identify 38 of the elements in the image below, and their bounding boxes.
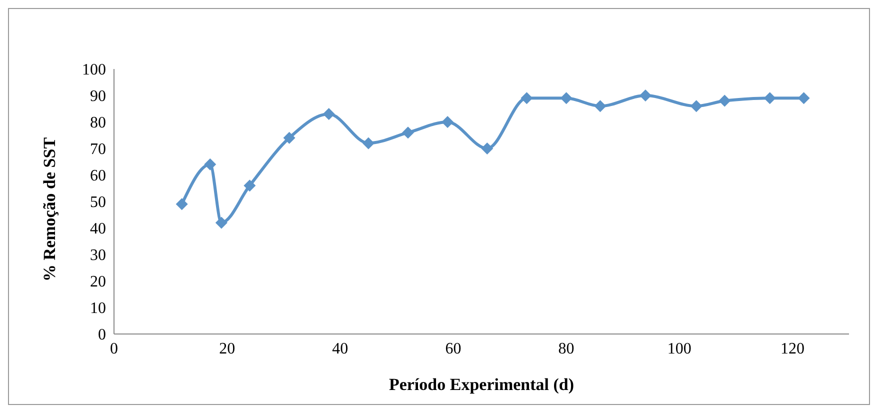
point <box>442 116 454 128</box>
point <box>283 132 296 144</box>
point <box>718 94 731 107</box>
y-tick-label: 0 <box>98 326 106 344</box>
point <box>244 180 256 192</box>
x-tick-label: 80 <box>558 340 574 358</box>
x-tick-label: 60 <box>445 340 462 358</box>
point <box>402 126 414 139</box>
point <box>322 108 335 120</box>
x-tick-label: 40 <box>332 340 348 358</box>
point <box>215 216 228 229</box>
y-tick-label: 50 <box>90 194 106 212</box>
x-tick-label: 20 <box>219 340 236 358</box>
point <box>204 158 216 170</box>
x-tick-label: 100 <box>667 340 692 358</box>
point <box>520 92 533 104</box>
point <box>362 137 374 150</box>
point <box>764 92 776 104</box>
point <box>560 92 572 104</box>
y-tick-label: 20 <box>90 274 106 291</box>
point <box>176 198 188 210</box>
y-tick-label: 30 <box>90 247 106 264</box>
x-axis-title: Período Experimental (d) <box>388 375 574 394</box>
point <box>481 142 494 154</box>
y-tick-label: 90 <box>90 88 106 106</box>
x-tick-label: 120 <box>780 340 804 358</box>
point <box>798 92 810 104</box>
x-tick-label: 0 <box>110 340 118 358</box>
y-tick-label: 60 <box>90 168 106 185</box>
y-tick-label: 70 <box>90 141 106 158</box>
y-tick-label: 40 <box>90 220 106 238</box>
y-tick-label: 10 <box>90 300 106 318</box>
y-tick-label: 100 <box>82 62 106 79</box>
point <box>690 100 702 112</box>
point <box>639 90 652 102</box>
y-tick-label: 80 <box>90 114 106 132</box>
y-axis-title: % Remoção de SST <box>40 136 60 282</box>
point <box>594 100 606 112</box>
